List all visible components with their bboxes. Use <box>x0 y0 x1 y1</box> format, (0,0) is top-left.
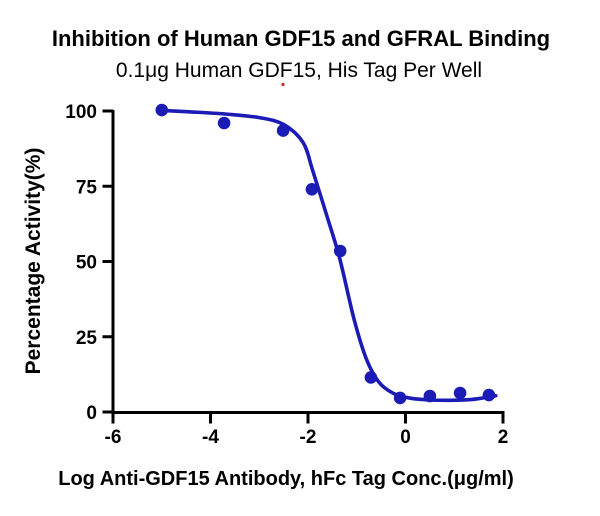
x-axis-label: Log Anti-GDF15 Antibody, hFc Tag Conc.(μ… <box>58 468 514 490</box>
fit-curve <box>160 108 498 403</box>
y-axis-label: Percentage Activity(%) <box>22 148 45 375</box>
fit-curve-path <box>160 108 498 403</box>
data-point <box>393 391 407 405</box>
x-tick-label: -6 <box>105 427 122 448</box>
x-tick-label: -2 <box>300 427 317 448</box>
x-tick-label: 0 <box>400 427 411 448</box>
y-tick-label: 75 <box>76 177 98 198</box>
data-point <box>453 386 467 400</box>
data-point <box>333 244 347 258</box>
chart-subtitle: 0.1μg Human GDF15, His Tag Per Well <box>116 59 482 82</box>
y-tick-label: 0 <box>86 403 97 424</box>
chart-title: Inhibition of Human GDF15 and GFRAL Bind… <box>52 26 550 51</box>
y-tick-label: 100 <box>65 102 97 123</box>
data-point <box>364 371 378 384</box>
x-axis-ticks: -6 -4 -2 0 2 <box>105 413 509 448</box>
y-axis-ticks: 0 25 50 75 100 <box>65 102 113 424</box>
data-point <box>423 389 437 403</box>
x-tick-label: -4 <box>202 427 219 448</box>
data-point <box>217 116 231 130</box>
data-point <box>305 183 319 196</box>
data-point <box>155 103 169 117</box>
y-tick-label: 25 <box>76 328 98 349</box>
data-point <box>482 388 496 402</box>
red-speck-artifact <box>281 82 285 87</box>
data-points <box>155 103 496 405</box>
x-tick-label: 2 <box>498 427 509 448</box>
y-tick-label: 50 <box>76 253 97 274</box>
data-point <box>276 124 290 137</box>
